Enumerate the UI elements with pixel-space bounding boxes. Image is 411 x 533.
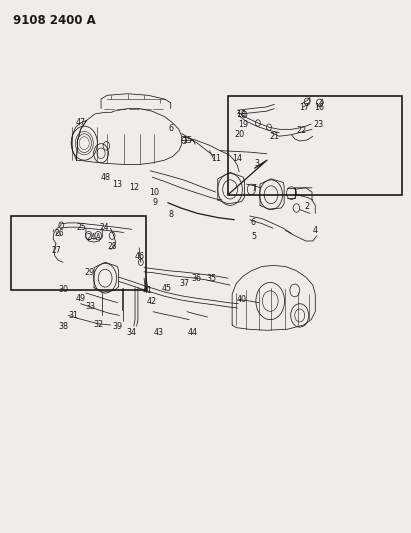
Text: 6: 6 — [168, 124, 173, 133]
Text: 17: 17 — [300, 102, 309, 111]
Text: 13: 13 — [113, 180, 122, 189]
Bar — [228, 96, 402, 195]
Text: 47: 47 — [76, 118, 85, 127]
Text: 7: 7 — [251, 184, 256, 193]
Text: 12: 12 — [129, 183, 139, 192]
Text: 49: 49 — [76, 294, 85, 303]
Text: 48: 48 — [100, 173, 110, 182]
Text: 14: 14 — [233, 154, 242, 163]
Text: 8: 8 — [168, 211, 173, 220]
Text: 2: 2 — [305, 203, 309, 212]
Text: 19: 19 — [238, 119, 248, 128]
Text: 25: 25 — [77, 223, 87, 232]
Text: 1: 1 — [292, 188, 297, 197]
Text: 4: 4 — [313, 226, 318, 235]
Text: 16: 16 — [314, 102, 324, 111]
Text: 3: 3 — [254, 159, 259, 168]
Text: 20: 20 — [234, 130, 244, 139]
Text: 24: 24 — [99, 223, 109, 232]
Text: 33: 33 — [85, 302, 95, 311]
Text: 10: 10 — [149, 188, 159, 197]
Text: 9108 2400 A: 9108 2400 A — [13, 14, 96, 27]
Text: 35: 35 — [207, 273, 217, 282]
Text: 32: 32 — [93, 320, 103, 329]
Text: 30: 30 — [58, 285, 68, 294]
Text: 9: 9 — [153, 198, 158, 207]
Text: 26: 26 — [54, 229, 64, 238]
Text: 41: 41 — [142, 286, 152, 295]
Text: 37: 37 — [179, 279, 189, 288]
Text: 44: 44 — [187, 328, 197, 337]
Text: 18: 18 — [237, 110, 247, 119]
Text: 45: 45 — [162, 284, 172, 293]
Text: 5: 5 — [251, 232, 256, 241]
Text: 24A: 24A — [87, 233, 102, 242]
Text: 27: 27 — [51, 246, 61, 255]
Text: 38: 38 — [58, 321, 68, 330]
Text: 15: 15 — [182, 136, 192, 145]
Text: 43: 43 — [153, 328, 164, 337]
Text: 29: 29 — [85, 269, 95, 277]
Text: 11: 11 — [211, 154, 221, 163]
Text: 23: 23 — [313, 119, 323, 128]
Text: 34: 34 — [126, 328, 136, 337]
Text: 40: 40 — [237, 295, 247, 304]
Bar — [11, 216, 146, 290]
Text: 28: 28 — [107, 242, 117, 251]
Text: 39: 39 — [112, 321, 122, 330]
Text: 31: 31 — [69, 311, 79, 320]
Text: 46: 46 — [134, 253, 144, 261]
Text: 42: 42 — [146, 296, 157, 305]
Text: 6: 6 — [250, 219, 255, 228]
Text: 22: 22 — [297, 126, 307, 135]
Text: 21: 21 — [269, 132, 279, 141]
Text: 36: 36 — [192, 273, 201, 282]
